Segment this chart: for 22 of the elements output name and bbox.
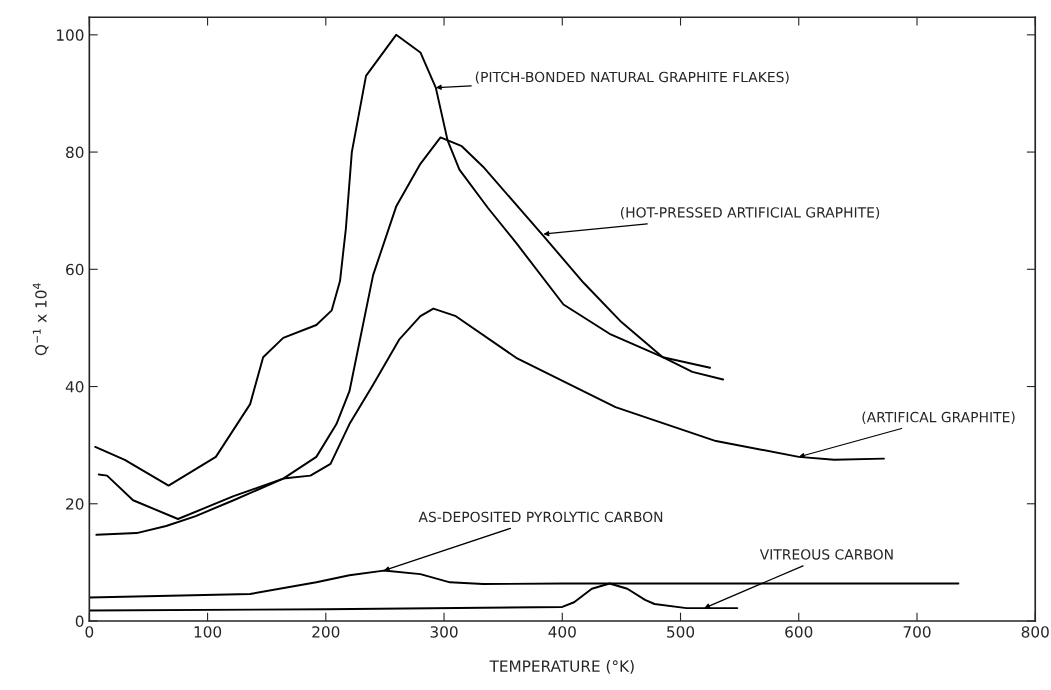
y-tick-label: 60 [66,263,84,276]
x-tick-label: 300 [430,626,458,638]
x-tick-label: 100 [194,626,222,638]
annotation: (ARTIFICAL GRAPHITE) [862,411,1015,424]
x-tick-label: 500 [667,626,695,638]
annotation: (HOT-PRESSED ARTIFICIAL GRAPHITE) [620,206,880,220]
x-tick-label: 400 [548,626,576,638]
x-tick-label: 0 [85,626,94,638]
y-axis-title: Q$^{−1}$ x 10$^{4}$ [32,283,49,356]
x-tick-label: 200 [312,626,340,638]
x-axis-title: TEMPERATURE (°K) [489,660,634,674]
y-tick-label: 80 [66,146,84,159]
annotation: AS-DEPOSITED PYROLYTIC CARBON [418,511,663,523]
y-tick-label: 40 [65,381,84,393]
annotation: VITREOUS CARBON [759,549,893,560]
y-tick-label: 100 [56,29,84,41]
x-tick-label: 800 [1021,626,1049,638]
y-tick-label: 0 [75,615,84,628]
x-tick-label: 600 [785,626,813,638]
y-tick-label: 20 [66,498,84,510]
annotation: (PITCH-BONDED NATURAL GRAPHITE FLAKES) [475,71,789,84]
x-tick-label: 700 [903,626,931,638]
